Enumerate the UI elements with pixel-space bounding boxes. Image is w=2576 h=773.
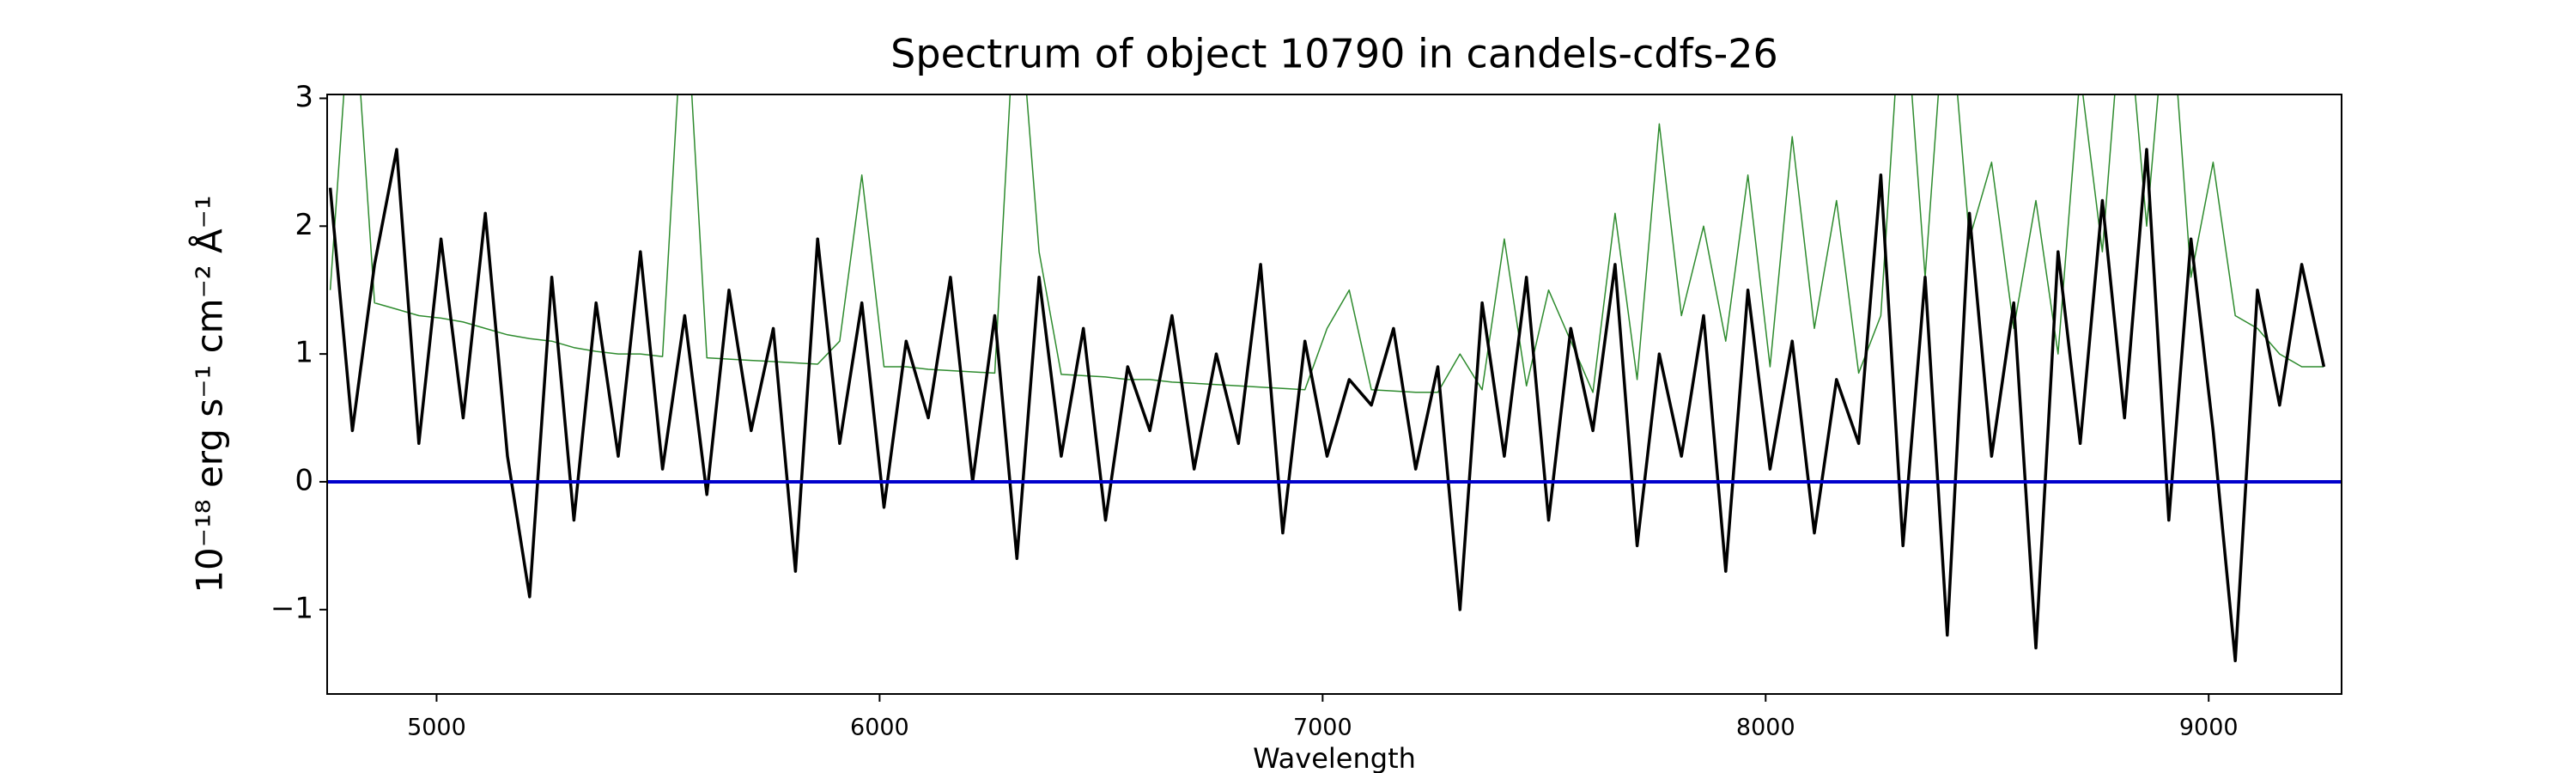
y-tick-label: 2	[295, 208, 313, 242]
x-tick-label: 8000	[1736, 715, 1795, 741]
plot-frame	[326, 94, 2342, 695]
x-tick-label: 7000	[1293, 715, 1352, 741]
spectrum-line	[328, 148, 2326, 663]
y-tick-label: 3	[295, 80, 313, 114]
y-tick-label: 0	[295, 463, 313, 497]
y-axis-label: 10⁻¹⁸ erg s⁻¹ cm⁻² Å⁻¹	[188, 195, 231, 593]
y-tick-label: −1	[270, 591, 313, 625]
plot-area	[327, 94, 2342, 663]
x-tick-label: 5000	[407, 715, 466, 741]
spectrum-line	[329, 94, 2324, 393]
y-tick-label: 1	[295, 336, 313, 370]
x-axis-label: Wavelength	[1253, 742, 1416, 773]
chart-title: Spectrum of object 10790 in candels-cdfs…	[890, 31, 1778, 77]
x-tick-label: 9000	[2179, 715, 2239, 741]
x-tick-label: 6000	[850, 715, 909, 741]
